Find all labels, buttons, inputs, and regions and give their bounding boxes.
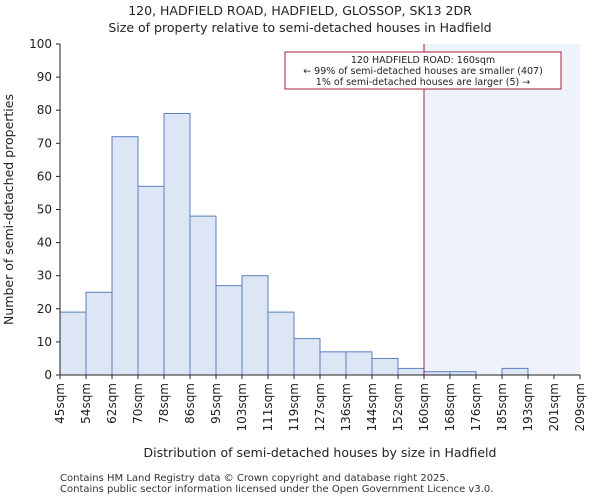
footer-line-2: Contains public sector information licen…: [60, 484, 494, 495]
x-tick-label: 201sqm: [547, 383, 561, 431]
x-tick-label: 70sqm: [131, 383, 145, 424]
histogram-bar: [319, 351, 347, 376]
histogram-bar: [267, 311, 295, 376]
y-tick-label: 20: [37, 302, 52, 316]
chart-subtitle: Size of property relative to semi-detach…: [108, 20, 492, 35]
x-tick-label: 111sqm: [261, 383, 275, 431]
x-tick-label: 193sqm: [521, 383, 535, 431]
histogram-bar: [293, 338, 321, 376]
x-tick-label: 62sqm: [105, 383, 119, 424]
x-tick-label: 152sqm: [391, 383, 405, 431]
x-tick-label: 136sqm: [339, 383, 353, 431]
histogram-bar: [371, 357, 399, 376]
histogram-bar: [163, 113, 191, 376]
histogram-bar: [85, 291, 113, 376]
histogram-bar: [189, 215, 217, 376]
chart-title: 120, HADFIELD ROAD, HADFIELD, GLOSSOP, S…: [128, 3, 472, 18]
y-tick-label: 100: [29, 37, 52, 51]
histogram-bar: [397, 367, 425, 376]
x-tick-label: 144sqm: [365, 383, 379, 431]
x-tick-label: 209sqm: [573, 383, 587, 431]
larger-region-shade: [424, 44, 580, 375]
y-tick-label: 50: [37, 203, 52, 217]
x-tick-label: 168sqm: [443, 383, 457, 431]
footer-line-1: Contains HM Land Registry data © Crown c…: [60, 473, 449, 484]
x-tick-label: 160sqm: [417, 383, 431, 431]
y-tick-label: 30: [37, 269, 52, 283]
histogram-bar: [501, 367, 529, 376]
y-tick-label: 40: [37, 236, 52, 250]
x-tick-label: 103sqm: [235, 383, 249, 431]
y-tick-label: 60: [37, 169, 52, 183]
y-tick-label: 90: [37, 70, 52, 84]
annotation-line: ← 99% of semi-detached houses are smalle…: [303, 66, 543, 77]
y-tick-label: 10: [37, 335, 52, 349]
x-tick-label: 185sqm: [495, 383, 509, 431]
histogram-bar: [215, 285, 243, 376]
x-tick-label: 119sqm: [287, 383, 301, 431]
histogram-bar: [241, 275, 269, 376]
x-tick-label: 54sqm: [79, 383, 93, 424]
histogram-bar: [59, 311, 87, 376]
x-tick-label: 176sqm: [469, 383, 483, 431]
histogram-bar: [345, 351, 373, 376]
x-tick-label: 45sqm: [53, 383, 67, 424]
y-tick-label: 0: [44, 368, 52, 382]
y-tick-label: 80: [37, 103, 52, 117]
histogram-bar: [111, 136, 139, 376]
x-axis-label: Distribution of semi-detached houses by …: [144, 445, 497, 460]
x-tick-label: 86sqm: [183, 383, 197, 424]
y-tick-label: 70: [37, 136, 52, 150]
y-axis-label: Number of semi-detached properties: [1, 94, 16, 325]
x-tick-label: 127sqm: [313, 383, 327, 431]
annotation-box: [284, 51, 562, 90]
annotation-line: 120 HADFIELD ROAD: 160sqm: [351, 55, 495, 66]
histogram-bar: [137, 185, 165, 376]
x-tick-label: 95sqm: [209, 383, 223, 424]
x-tick-label: 78sqm: [157, 383, 171, 424]
annotation-line: 1% of semi-detached houses are larger (5…: [316, 77, 530, 88]
